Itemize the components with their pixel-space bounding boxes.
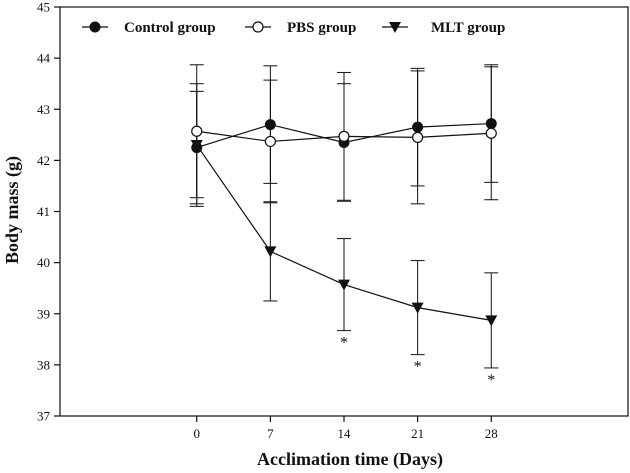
- mlt-point: [485, 315, 498, 327]
- legend-marker-control: [89, 21, 101, 33]
- y-tick-label: 44: [37, 51, 51, 66]
- significance-annotations: * * *: [340, 335, 495, 389]
- legend-entry-mlt: MLT group: [382, 20, 505, 36]
- x-tick-label: 21: [411, 426, 424, 441]
- y-tick-label: 39: [37, 306, 50, 321]
- control-point: [412, 121, 424, 133]
- legend-label-control: Control group: [124, 20, 216, 36]
- series-markers: [190, 118, 498, 327]
- significance-star: *: [487, 372, 495, 389]
- mlt-point: [190, 140, 203, 152]
- control-point: [264, 119, 276, 131]
- legend-entry-pbs: PBS group: [245, 20, 356, 36]
- pbs-point: [338, 130, 350, 142]
- legend-label-mlt: MLT group: [431, 20, 505, 36]
- x-tick-label: 0: [193, 426, 200, 441]
- y-tick-label: 43: [37, 102, 50, 117]
- pbs-point: [412, 131, 424, 143]
- y-tick-label: 40: [37, 255, 50, 270]
- axes: 37 38 39 40 41 42 43 44 45 0 7 14 21 28: [37, 0, 629, 441]
- mlt-point: [338, 279, 350, 291]
- plot-frame: [59, 6, 629, 417]
- mlt-point: [411, 302, 424, 314]
- legend-marker-pbs: [252, 21, 264, 33]
- y-tick-label: 45: [37, 0, 50, 15]
- error-bars: [189, 64, 499, 369]
- x-axis-title: Acclimation time (Days): [257, 449, 443, 470]
- pbs-point: [264, 135, 276, 148]
- y-tick-label: 41: [37, 204, 50, 219]
- y-tick-label: 38: [37, 357, 50, 372]
- legend-marker-mlt: [389, 22, 401, 33]
- pbs-point: [191, 125, 203, 137]
- significance-star: *: [340, 335, 348, 352]
- y-tick-label: 37: [37, 409, 51, 424]
- control-point: [485, 118, 497, 130]
- x-tick-label: 7: [267, 426, 274, 441]
- y-axis-title: Body mass (g): [2, 156, 23, 264]
- mlt-point: [264, 246, 277, 258]
- legend-label-pbs: PBS group: [287, 20, 356, 36]
- significance-star: *: [414, 359, 422, 376]
- x-tick-label: 28: [485, 426, 498, 441]
- legend: Control group PBS group MLT group: [82, 20, 505, 36]
- legend-entry-control: Control group: [82, 20, 216, 36]
- x-tick-label: 14: [338, 426, 352, 441]
- pbs-point: [485, 127, 497, 139]
- y-tick-label: 42: [37, 153, 50, 168]
